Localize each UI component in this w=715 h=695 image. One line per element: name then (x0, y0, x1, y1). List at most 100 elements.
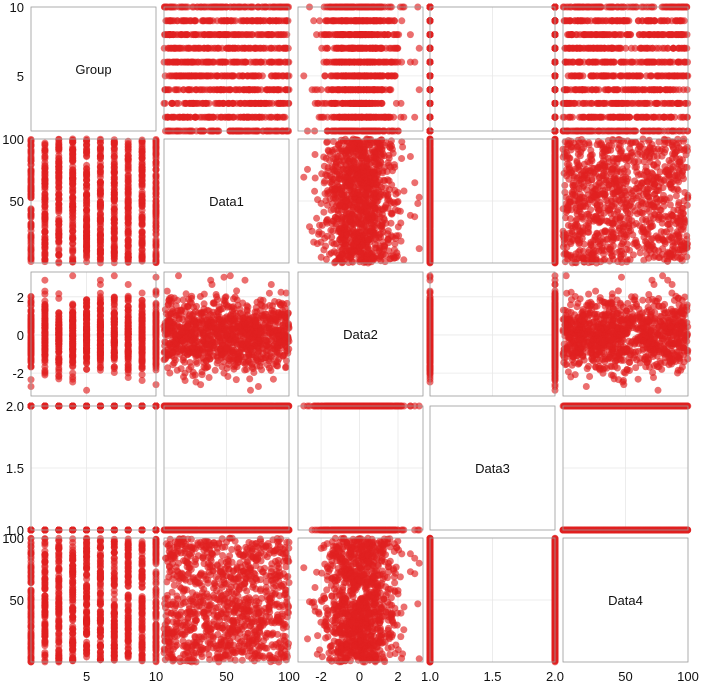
data-point (576, 72, 584, 80)
data-point (359, 31, 367, 39)
data-point (334, 17, 342, 25)
data-point (388, 17, 396, 25)
data-point (69, 258, 77, 266)
data-point (274, 58, 281, 66)
data-point (218, 44, 226, 52)
data-point (138, 145, 146, 153)
data-point (138, 151, 146, 159)
data-point (634, 99, 642, 107)
data-point (661, 86, 669, 94)
data-point (138, 163, 146, 171)
data-point (596, 44, 604, 52)
data-point (180, 113, 188, 121)
data-point (195, 44, 203, 52)
data-point (677, 17, 685, 25)
data-point (683, 113, 691, 121)
data-point (323, 31, 331, 39)
data-point (645, 17, 653, 25)
data-point (311, 86, 319, 94)
matrix-cells: GroupData1Data2Data3Data451050100-2021.0… (2, 0, 699, 684)
data-point (124, 219, 132, 227)
data-point (674, 99, 682, 107)
data-point (313, 31, 321, 39)
data-point (203, 58, 211, 66)
data-point (182, 99, 190, 107)
cell-background (298, 7, 423, 131)
data-point (613, 17, 621, 25)
data-point (197, 72, 205, 80)
data-point (251, 44, 259, 52)
data-point (657, 17, 665, 25)
data-point (664, 58, 672, 66)
data-point (186, 113, 194, 121)
data-point (364, 86, 372, 94)
data-point (374, 58, 382, 66)
data-point (124, 176, 132, 184)
data-point (560, 99, 568, 107)
data-point (639, 86, 647, 94)
data-point (608, 44, 616, 52)
data-point (391, 44, 399, 52)
data-point (244, 31, 252, 39)
cell-group-vs-data1 (160, 3, 293, 135)
data-point (242, 58, 249, 66)
data-point (276, 99, 284, 107)
data-point (578, 17, 586, 25)
data-point (371, 17, 379, 25)
data-point (338, 31, 346, 39)
data-point (411, 58, 419, 66)
data-point (581, 99, 589, 107)
data-point (300, 72, 308, 80)
data-point (246, 17, 254, 25)
data-point (210, 86, 218, 94)
data-point (262, 99, 270, 107)
data-point (675, 72, 683, 80)
data-point (168, 113, 176, 121)
data-point (661, 44, 668, 52)
cell-group-vs-data4 (559, 3, 692, 135)
data-point (397, 99, 405, 107)
data-point (586, 58, 594, 66)
data-point (161, 86, 169, 94)
data-point (55, 191, 63, 199)
data-point (378, 72, 386, 80)
data-point (96, 202, 104, 210)
data-point (166, 44, 174, 52)
data-point (83, 161, 91, 169)
data-point (206, 17, 214, 25)
data-point (279, 72, 287, 80)
data-point (257, 17, 265, 25)
data-point (124, 188, 132, 195)
data-point (668, 17, 676, 25)
data-point (386, 86, 394, 94)
data-point (633, 113, 640, 121)
data-point (576, 44, 584, 52)
data-point (675, 86, 683, 94)
data-point (69, 233, 77, 241)
data-point (269, 17, 276, 25)
data-point (169, 58, 177, 66)
data-point (167, 17, 175, 25)
data-point (609, 72, 617, 80)
data-point (281, 113, 289, 121)
data-point (398, 17, 406, 25)
data-point (41, 201, 49, 209)
data-point (124, 143, 132, 151)
data-point (384, 72, 392, 80)
data-point (657, 58, 665, 66)
data-point (602, 86, 610, 94)
data-point (96, 146, 104, 154)
data-point (595, 31, 603, 39)
data-point (201, 31, 208, 39)
data-point (629, 58, 637, 66)
data-point (614, 44, 622, 52)
data-point (683, 86, 691, 94)
data-point (600, 99, 608, 107)
data-point (190, 31, 197, 39)
data-point (41, 153, 49, 161)
data-point (567, 44, 574, 52)
data-point (648, 58, 656, 66)
data-point (110, 160, 118, 168)
data-point (579, 86, 587, 94)
data-point (243, 72, 251, 80)
